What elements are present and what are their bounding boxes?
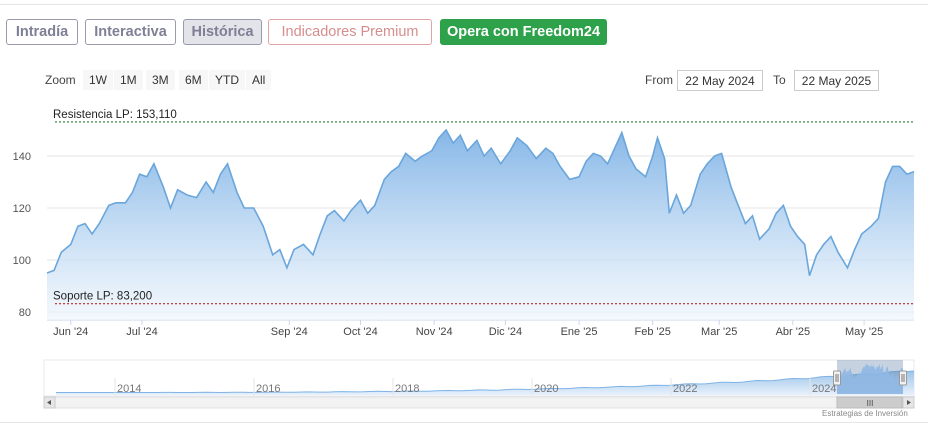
scrollbar-track[interactable] <box>43 396 915 409</box>
scrollbar-thumb[interactable] <box>836 396 903 409</box>
bottom-border <box>0 422 928 423</box>
y-tick-label: 100 <box>13 255 31 267</box>
top-border <box>0 4 928 5</box>
series-group <box>46 128 915 320</box>
zoom-6m-button[interactable]: 6M <box>179 70 208 90</box>
y-axis-labels: 80 100 120 140 <box>13 151 31 319</box>
arrow-right-icon <box>907 400 911 405</box>
to-date-input[interactable]: 22 May 2025 <box>794 70 879 91</box>
navigator-year-label: 2024 <box>812 383 836 395</box>
price-line <box>46 128 915 276</box>
x-tick-label: Feb '25 <box>635 326 671 338</box>
navigator-year-label: 2022 <box>673 383 697 395</box>
support-label: Soporte LP: 83,200 <box>53 291 152 303</box>
y-tick-label: 120 <box>13 203 31 215</box>
zoom-1m-button[interactable]: 1M <box>114 70 143 90</box>
navigator-year-label: 2016 <box>256 383 280 395</box>
opera-freedom24-button[interactable]: Opera con Freedom24 <box>440 19 607 45</box>
x-tick-label: Jun '24 <box>53 326 88 338</box>
scrollbar-grip-icon: III <box>867 399 874 408</box>
from-date-input[interactable]: 22 May 2024 <box>677 70 763 91</box>
tab-interactiva[interactable]: Interactiva <box>85 19 176 45</box>
navigator-year-label: 2020 <box>534 383 558 395</box>
zoom-1w-button[interactable]: 1W <box>83 70 113 90</box>
navigator-year-label: 2018 <box>395 383 419 395</box>
x-tick-label: Mar '25 <box>701 326 737 338</box>
navigator-window-area <box>837 363 903 394</box>
x-axis-labels: Jun '24 Jul '24 Sep '24 Oct '24 Nov '24 Dic '… <box>53 320 883 338</box>
navigator-year-label: 2014 <box>117 383 141 395</box>
y-tick-label: 140 <box>13 151 31 163</box>
navigator-area <box>56 371 914 395</box>
navigator-left-handle[interactable] <box>833 370 841 386</box>
x-tick-label: May '25 <box>845 326 883 338</box>
navigator[interactable]: 2014 2016 2018 2020 2022 2024 III <box>43 359 915 409</box>
tab-historica[interactable]: Histórica <box>183 19 262 45</box>
tab-intradia[interactable]: Intradía <box>6 19 78 45</box>
zoom-3m-button[interactable]: 3M <box>146 70 175 90</box>
navigator-line <box>56 370 915 394</box>
x-tick-label: Sep '24 <box>271 326 308 338</box>
tab-indicadores-premium[interactable]: Indicadores Premium <box>268 19 432 45</box>
credits-text: Estrategias de Inversión <box>822 409 908 418</box>
y-tick-label: 80 <box>19 307 31 319</box>
zoom-all-button[interactable]: All <box>246 70 272 90</box>
to-label: To <box>773 73 786 87</box>
zoom-label: Zoom <box>45 73 76 87</box>
x-tick-label: Abr '25 <box>776 326 811 338</box>
arrow-left-icon <box>47 400 51 405</box>
x-tick-label: Nov '24 <box>416 326 453 338</box>
navigator-right-handle[interactable] <box>899 370 907 386</box>
x-tick-label: Dic '24 <box>489 326 522 338</box>
x-tick-label: Oct '24 <box>343 326 378 338</box>
x-tick-label: Ene '25 <box>561 326 598 338</box>
resistance-label: Resistencia LP: 153,110 <box>53 109 177 121</box>
reference-lines: Resistencia LP: 153,110 Soporte LP: 83,20… <box>53 109 915 305</box>
zoom-ytd-button[interactable]: YTD <box>209 70 245 90</box>
price-area <box>47 130 914 320</box>
from-label: From <box>645 73 673 87</box>
x-tick-label: Jul '24 <box>126 326 157 338</box>
